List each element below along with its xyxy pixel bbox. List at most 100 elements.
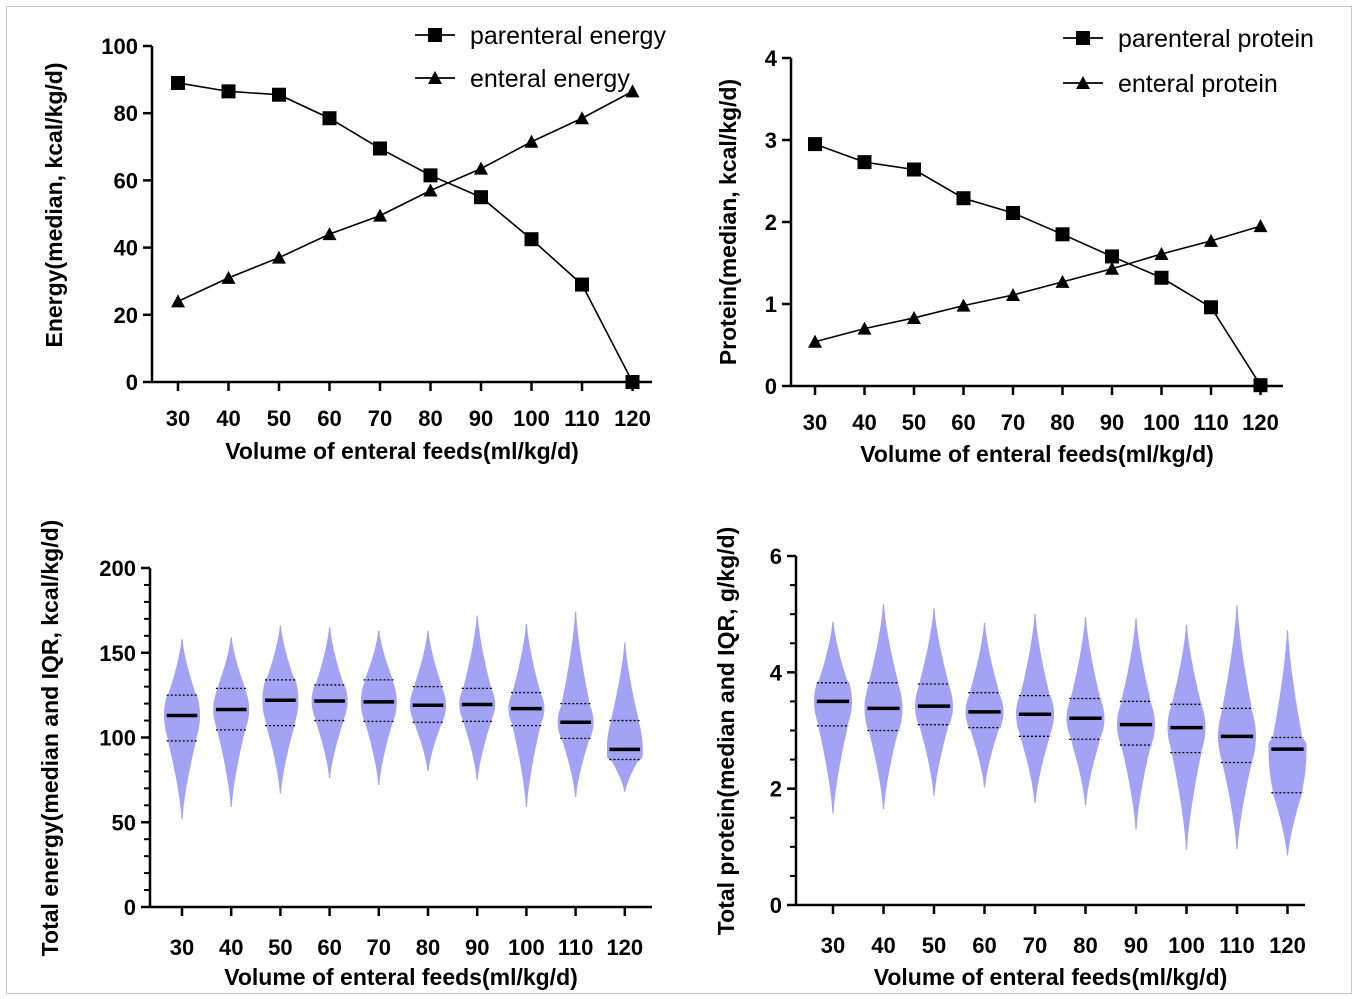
- violin-body: [1268, 630, 1307, 856]
- y-tick-label: 0: [124, 895, 136, 920]
- x-tick-label: 90: [1124, 933, 1148, 958]
- violin-body: [606, 642, 643, 792]
- x-tick-label: 80: [1050, 410, 1074, 435]
- x-tick-label: 50: [267, 406, 291, 431]
- violin-120: [1268, 630, 1307, 856]
- data-point-triangle: [322, 227, 337, 241]
- data-point-square: [907, 162, 921, 177]
- data-point-triangle: [171, 294, 185, 308]
- data-point-triangle: [423, 183, 438, 197]
- x-tick-label: 100: [513, 406, 550, 431]
- x-tick-label: 120: [1269, 933, 1306, 958]
- violin-90: [1117, 618, 1155, 830]
- violin-40: [213, 637, 250, 807]
- violin-body: [262, 625, 299, 794]
- y-tick-label: 20: [114, 303, 138, 328]
- x-tick-label: 50: [902, 410, 926, 435]
- violin-body: [164, 639, 200, 819]
- violin-body: [360, 630, 397, 785]
- x-tick-label: 70: [368, 406, 392, 431]
- x-tick-label: 90: [1100, 410, 1124, 435]
- violin-40: [864, 604, 903, 810]
- violin-60: [311, 627, 348, 779]
- y-tick-label: 2: [770, 777, 782, 802]
- violin-30: [814, 621, 852, 814]
- x-tick-label: 100: [1143, 410, 1180, 435]
- x-tick-label: 70: [1001, 410, 1025, 435]
- violin-70: [360, 630, 397, 785]
- data-point-triangle: [524, 134, 539, 148]
- x-tick-label: 30: [821, 933, 845, 958]
- y-tick-label: 0: [126, 370, 138, 395]
- x-tick-label: 60: [317, 406, 341, 431]
- x-tick-label: 110: [564, 406, 600, 431]
- x-tick-label: 40: [219, 935, 243, 960]
- data-point-triangle: [956, 298, 971, 312]
- x-axis-title: Volume of enteral feeds(ml/kg/d): [224, 964, 578, 990]
- violin-body: [1167, 624, 1206, 850]
- data-point-square: [1006, 205, 1020, 220]
- y-axis-title: Protein(median, kcal/kg/d): [715, 79, 741, 365]
- data-point-square: [423, 168, 438, 183]
- legend-label: parenteral protein: [1118, 25, 1314, 53]
- legend-marker-square: [428, 28, 442, 42]
- series-triangle: [808, 219, 1268, 348]
- x-tick-label: 110: [1193, 410, 1229, 435]
- x-tick-label: 70: [367, 935, 391, 960]
- x-tick-label: 70: [1023, 933, 1047, 958]
- data-point-square: [322, 111, 337, 126]
- figure-frame: [6, 6, 1352, 994]
- data-point-square: [1105, 249, 1119, 264]
- y-tick-label: 6: [770, 544, 782, 569]
- violin-body: [915, 608, 953, 796]
- y-tick-label: 50: [112, 810, 136, 835]
- x-tick-label: 120: [606, 935, 643, 960]
- series-triangle: [171, 84, 640, 308]
- data-point-square: [857, 155, 872, 170]
- x-tick-label: 90: [469, 406, 493, 431]
- violin-50: [915, 608, 953, 796]
- legend-label: parenteral energy: [470, 22, 666, 50]
- x-tick-label: 40: [871, 933, 895, 958]
- series-square: [808, 137, 1268, 393]
- data-point-triangle: [907, 310, 921, 324]
- y-axis-title: Total protein(median and IQR, g/kg/d): [713, 527, 739, 935]
- x-tick-label: 100: [1168, 933, 1205, 958]
- legend-label: enteral protein: [1118, 70, 1278, 98]
- legend-marker-square: [1076, 31, 1090, 45]
- y-axis-title: Total energy(median and IQR, kcal/kg/d): [37, 520, 63, 957]
- data-point-square: [221, 84, 236, 99]
- x-tick-label: 120: [614, 406, 651, 431]
- data-point-triangle: [272, 250, 286, 264]
- data-point-triangle: [373, 208, 387, 222]
- data-point-square: [1154, 270, 1169, 285]
- x-tick-label: 60: [951, 410, 975, 435]
- x-tick-label: 80: [1073, 933, 1097, 958]
- y-tick-label: 0: [765, 374, 777, 399]
- violin-body: [1218, 605, 1256, 850]
- data-point-square: [272, 87, 286, 102]
- data-point-square: [524, 232, 539, 247]
- y-tick-label: 40: [114, 236, 138, 261]
- series-line: [814, 143, 1262, 386]
- x-tick-label: 90: [465, 935, 489, 960]
- y-tick-label: 80: [114, 101, 138, 126]
- y-tick-label: 200: [99, 556, 136, 581]
- data-point-triangle: [1055, 274, 1070, 288]
- violin-body: [1016, 614, 1054, 804]
- data-point-square: [575, 277, 589, 292]
- x-tick-label: 60: [972, 933, 996, 958]
- x-tick-label: 40: [852, 410, 876, 435]
- legend-marker-triangle: [428, 71, 442, 84]
- x-tick-label: 110: [558, 935, 594, 960]
- violin-body: [1066, 617, 1105, 805]
- violin-body: [965, 622, 1004, 788]
- violin-body: [557, 612, 594, 797]
- legend-marker-triangle: [1076, 76, 1090, 89]
- y-tick-label: 3: [765, 128, 777, 153]
- x-axis-title: Volume of enteral feeds(ml/kg/d): [860, 441, 1214, 467]
- x-axis-title: Volume of enteral feeds(ml/kg/d): [225, 438, 579, 464]
- violin-body: [508, 623, 545, 807]
- violin-body: [410, 630, 446, 772]
